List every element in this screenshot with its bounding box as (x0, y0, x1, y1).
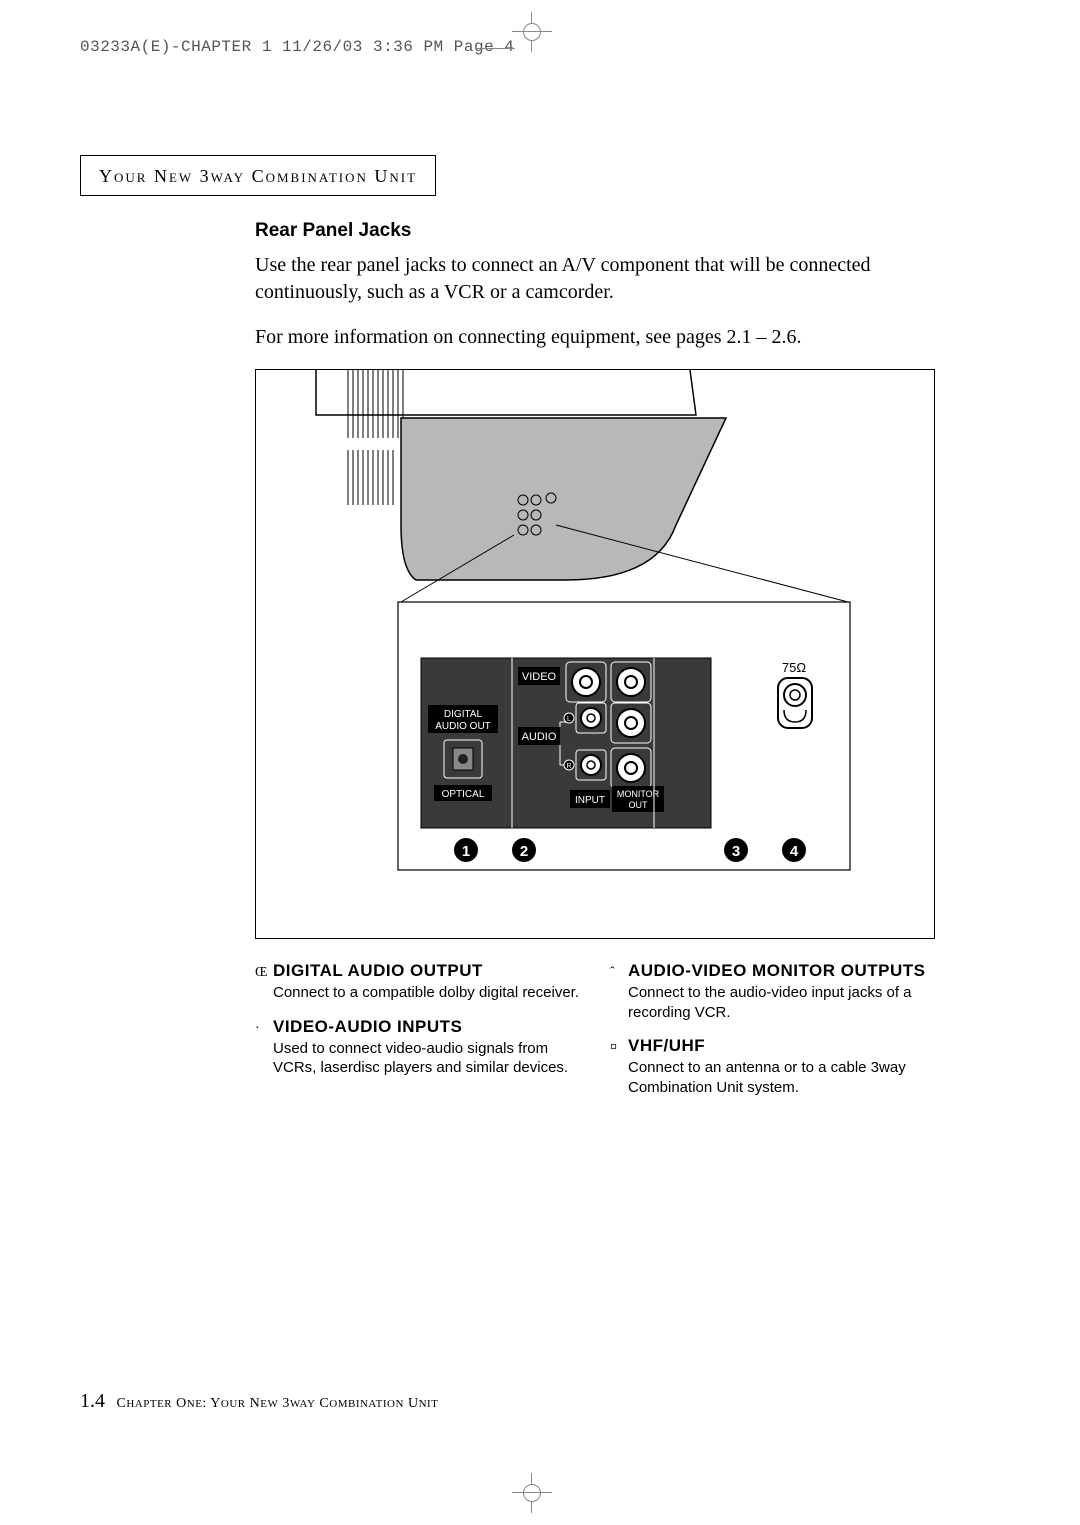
label-out: OUT (629, 800, 649, 810)
desc-body-3: Connect to the audio-video input jacks o… (610, 983, 935, 1022)
label-l: L (567, 716, 571, 723)
desc-body-4: Connect to an antenna or to a cable 3way… (610, 1058, 935, 1097)
label-optical: OPTICAL (442, 789, 485, 800)
section-title-box: Your New 3way Combination Unit (80, 155, 436, 196)
label-video: VIDEO (522, 671, 557, 683)
callout-4: 4 (782, 838, 806, 862)
jack-audio-r-monitor (611, 748, 651, 788)
page-number: 1.4 (80, 1390, 105, 1412)
bullet-4: ¤ (610, 1040, 628, 1056)
bullet-1: Œ (255, 965, 273, 981)
crop-mark-bottom (512, 1473, 552, 1513)
jack-audio-l-monitor (611, 703, 651, 743)
svg-text:3: 3 (732, 843, 740, 860)
subhead: Rear Panel Jacks (255, 220, 935, 242)
desc-body-2: Used to connect video-audio signals from… (255, 1039, 580, 1078)
jack-audio-l-input (576, 703, 606, 733)
label-audio-out: AUDIO OUT (435, 721, 491, 732)
desc-title-2: VIDEO-AUDIO INPUTS (273, 1017, 462, 1037)
jack-audio-r-input (576, 750, 606, 780)
tv-body (316, 370, 848, 602)
desc-body-1: Connect to a compatible dolby digital re… (255, 983, 580, 1003)
footer-text: CHAPTER ONE: YOUR NEW 3WAY COMBINATION U… (109, 1396, 439, 1411)
label-r: R (566, 763, 571, 770)
print-header: 03233A(E)-CHAPTER 1 11/26/03 3:36 PM Pag… (80, 38, 514, 56)
desc-title-3: AUDIO-VIDEO MONITOR OUTPUTS (628, 961, 925, 981)
label-audio: AUDIO (522, 731, 557, 743)
jack-optical (444, 740, 482, 778)
crop-mark-top (512, 12, 552, 52)
desc-col-right: ˆ AUDIO-VIDEO MONITOR OUTPUTS Connect to… (610, 961, 935, 1111)
jack-coax (778, 678, 812, 728)
label-digital: DIGITAL (444, 709, 483, 720)
svg-text:2: 2 (520, 843, 528, 860)
print-header-rule (477, 48, 515, 49)
content-area: Rear Panel Jacks Use the rear panel jack… (255, 220, 935, 1111)
jack-video-input (566, 662, 606, 702)
jack-video-monitor (611, 662, 651, 702)
callout-3: 3 (724, 838, 748, 862)
description-columns: Œ DIGITAL AUDIO OUTPUT Connect to a comp… (255, 961, 935, 1111)
callout-1: 1 (454, 838, 478, 862)
svg-text:1: 1 (462, 843, 470, 860)
callout-2: 2 (512, 838, 536, 862)
section-title: Your New 3way Combination Unit (99, 166, 417, 186)
label-75ohm: 75Ω (782, 660, 806, 675)
desc-col-left: Œ DIGITAL AUDIO OUTPUT Connect to a comp… (255, 961, 580, 1111)
paragraph-2: For more information on connecting equip… (255, 324, 935, 351)
bullet-2: · (255, 1021, 273, 1037)
svg-text:4: 4 (790, 843, 799, 860)
rear-panel-diagram: VIDEO AUDIO L (255, 369, 935, 939)
desc-title-1: DIGITAL AUDIO OUTPUT (273, 961, 483, 981)
label-monitor: MONITOR (617, 789, 660, 799)
bullet-3: ˆ (610, 965, 628, 981)
desc-title-4: VHF/UHF (628, 1036, 705, 1056)
page-footer: 1.4 CHAPTER ONE: YOUR NEW 3WAY COMBINATI… (80, 1390, 438, 1413)
paragraph-1: Use the rear panel jacks to connect an A… (255, 252, 935, 306)
label-input: INPUT (575, 795, 605, 806)
